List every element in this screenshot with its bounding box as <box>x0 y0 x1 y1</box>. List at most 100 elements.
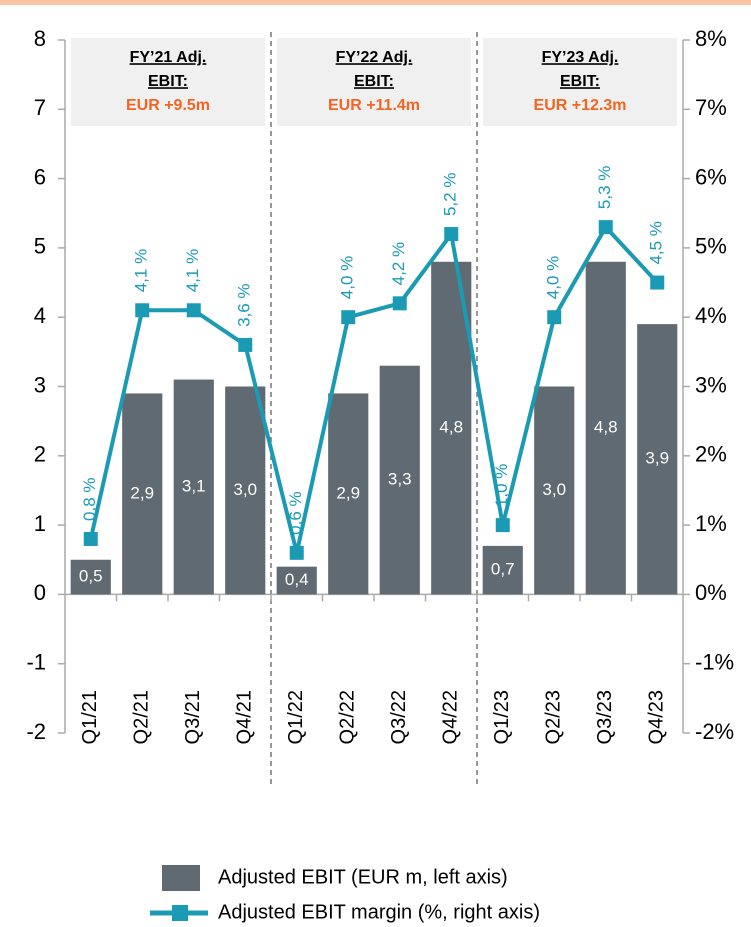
y-tick-label: 4 <box>34 303 46 328</box>
bar <box>482 545 523 595</box>
bar <box>585 261 626 595</box>
x-tick-label: Q2/23 <box>543 690 565 744</box>
y-tick-label: 2 <box>34 442 46 467</box>
legend-swatch <box>162 865 200 891</box>
line-label: 4,5 % <box>647 221 666 264</box>
line-marker <box>495 518 510 533</box>
annotation-heading: FY’21 Adj. <box>130 49 207 66</box>
line-label: 0,8 % <box>80 477 99 520</box>
y2-tick-label: -2% <box>695 719 734 744</box>
y-tick-label: -1 <box>26 650 46 675</box>
line-marker <box>83 531 98 546</box>
line-label: 5,3 % <box>595 166 614 209</box>
bar <box>276 566 317 595</box>
annotation-heading: FY’22 Adj. <box>336 49 413 66</box>
y-tick-label: 5 <box>34 234 46 259</box>
bar-label: 2,9 <box>336 483 360 502</box>
bar <box>379 365 420 595</box>
line-marker <box>444 227 459 242</box>
line-marker <box>135 303 150 318</box>
line-label: 4,2 % <box>389 242 408 285</box>
legend-label: Adjusted EBIT margin (%, right axis) <box>218 901 540 923</box>
bar-label: 3,0 <box>233 480 257 499</box>
annotation-box <box>483 38 677 126</box>
annotation-value: EUR +11.4m <box>328 97 420 114</box>
bar-label: 0,4 <box>285 570 309 589</box>
top-rule <box>0 0 751 5</box>
bar <box>534 386 575 595</box>
y2-tick-label: 2% <box>695 442 727 467</box>
bar <box>225 386 266 595</box>
bar-label: 3,9 <box>645 449 669 468</box>
bar-label: 3,1 <box>182 476 206 495</box>
bar <box>173 379 214 595</box>
bar <box>637 324 678 595</box>
y-tick-label: 3 <box>34 372 46 397</box>
annotation-heading: EBIT: <box>354 73 394 90</box>
x-tick-label: Q2/21 <box>131 690 153 744</box>
y2-tick-label: 1% <box>695 511 727 536</box>
line-marker <box>341 310 356 325</box>
x-tick-label: Q1/23 <box>491 690 513 744</box>
line-label: 4,0 % <box>338 256 357 299</box>
y-tick-label: 6 <box>34 164 46 189</box>
line-marker <box>392 296 407 311</box>
x-tick-label: Q4/21 <box>234 690 256 744</box>
line-label: 4,1 % <box>183 249 202 292</box>
line-label: 3,6 % <box>235 283 254 326</box>
bar <box>70 559 111 595</box>
bar-label: 0,7 <box>491 560 515 579</box>
annotation-heading: FY’23 Adj. <box>542 49 619 66</box>
legend-marker <box>172 905 188 921</box>
line-marker <box>238 337 253 352</box>
x-tick-label: Q1/21 <box>79 690 101 744</box>
y2-tick-label: 5% <box>695 234 727 259</box>
bar-label: 2,9 <box>130 483 154 502</box>
bar-label: 4,8 <box>594 418 618 437</box>
line-label: 4,1 % <box>132 249 151 292</box>
bar-label: 0,5 <box>79 567 103 586</box>
x-tick-label: Q4/23 <box>646 690 668 744</box>
annotation-value: EUR +9.5m <box>126 97 210 114</box>
bar-label: 3,3 <box>388 470 412 489</box>
x-tick-label: Q3/23 <box>594 690 616 744</box>
y-tick-label: 7 <box>34 95 46 120</box>
x-tick-label: Q2/22 <box>337 690 359 744</box>
annotation-heading: EBIT: <box>560 73 600 90</box>
legend-label: Adjusted EBIT (EUR m, left axis) <box>218 866 508 888</box>
line <box>88 223 659 554</box>
y2-tick-label: 0% <box>695 580 727 605</box>
bar <box>328 393 369 595</box>
annotation-box <box>277 38 471 126</box>
y-tick-label: -2 <box>26 719 46 744</box>
line-marker <box>186 303 201 318</box>
annotation-value: EUR +12.3m <box>534 97 627 114</box>
bar <box>122 393 163 595</box>
annotation-heading: EBIT: <box>148 73 188 90</box>
x-tick-label: Q3/22 <box>388 690 410 744</box>
line-marker <box>650 275 665 290</box>
annotation-box <box>71 38 265 126</box>
y2-tick-label: 8% <box>695 26 727 51</box>
bar-label: 4,8 <box>439 418 463 437</box>
x-tick-label: Q1/22 <box>285 690 307 744</box>
y2-tick-label: -1% <box>695 650 734 675</box>
y-tick-label: 0 <box>34 580 46 605</box>
line-marker <box>289 545 304 560</box>
bar-label: 3,0 <box>542 480 566 499</box>
line-marker <box>598 220 613 235</box>
line-label: 0,6 % <box>286 491 305 534</box>
line-label: 5,2 % <box>441 173 460 216</box>
line-label: 4,0 % <box>544 256 563 299</box>
y2-tick-label: 4% <box>695 303 727 328</box>
x-tick-label: Q4/22 <box>440 690 462 744</box>
line-label: 1,0 % <box>492 464 511 507</box>
x-tick-label: Q3/21 <box>182 690 204 744</box>
y-tick-label: 8 <box>34 26 46 51</box>
y-tick-label: 1 <box>34 511 46 536</box>
line-marker <box>547 310 562 325</box>
y2-tick-label: 3% <box>695 372 727 397</box>
y2-tick-label: 6% <box>695 164 727 189</box>
y2-tick-label: 7% <box>695 95 727 120</box>
